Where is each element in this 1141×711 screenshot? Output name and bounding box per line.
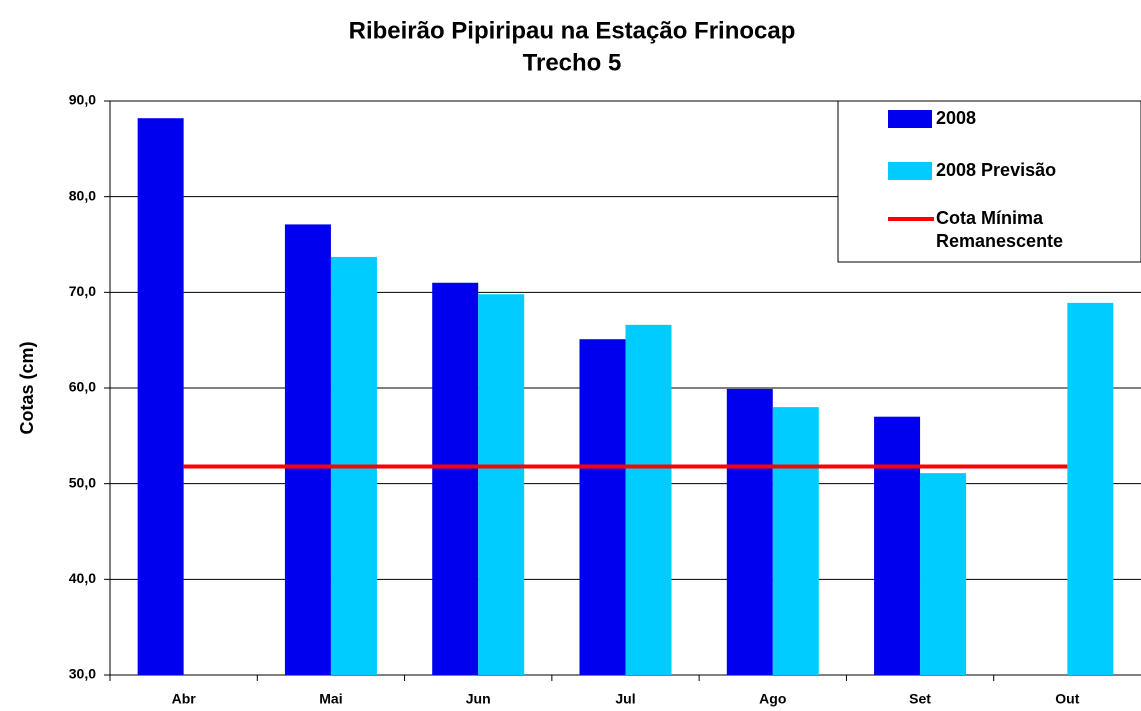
bar [874,416,921,675]
legend-label-line: Remanescente [936,231,1063,251]
x-tick-label: Jun [466,691,491,707]
legend-label-line: Cota Mínima [936,208,1044,228]
y-tick-label: 90,0 [69,92,96,108]
x-tick-label: Out [1055,691,1079,707]
x-tick-label: Abr [172,691,197,707]
bar [920,473,967,675]
bar [579,339,626,675]
legend-label: 2008 Previsão [936,160,1056,180]
bar [625,324,672,675]
x-tick-label: Mai [319,691,342,707]
bar [478,294,525,675]
bar [1067,302,1114,675]
y-tick-label: 70,0 [69,283,96,299]
y-tick-label: 40,0 [69,570,96,586]
chart-subtitle: Trecho 5 [523,49,622,76]
chart-title: Ribeirão Pipiripau na Estação Frinocap [349,17,796,44]
x-tick-label: Set [909,691,931,707]
legend-swatch [888,110,932,128]
legend-swatch [888,162,932,180]
x-tick-label: Ago [759,691,786,707]
bar [432,282,479,675]
y-tick-label: 60,0 [69,379,96,395]
y-tick-label: 80,0 [69,187,96,203]
y-axis-label: Cotas (cm) [17,341,37,434]
bar [726,388,773,675]
x-tick-label: Jul [615,691,635,707]
y-tick-label: 50,0 [69,474,96,490]
bar [284,224,331,675]
legend-label: Cota Mínima Remanescente [936,208,1063,251]
bar [137,118,184,676]
bar [772,407,819,675]
y-tick-label: 30,0 [69,666,96,682]
legend-label: 2008 [936,108,976,128]
